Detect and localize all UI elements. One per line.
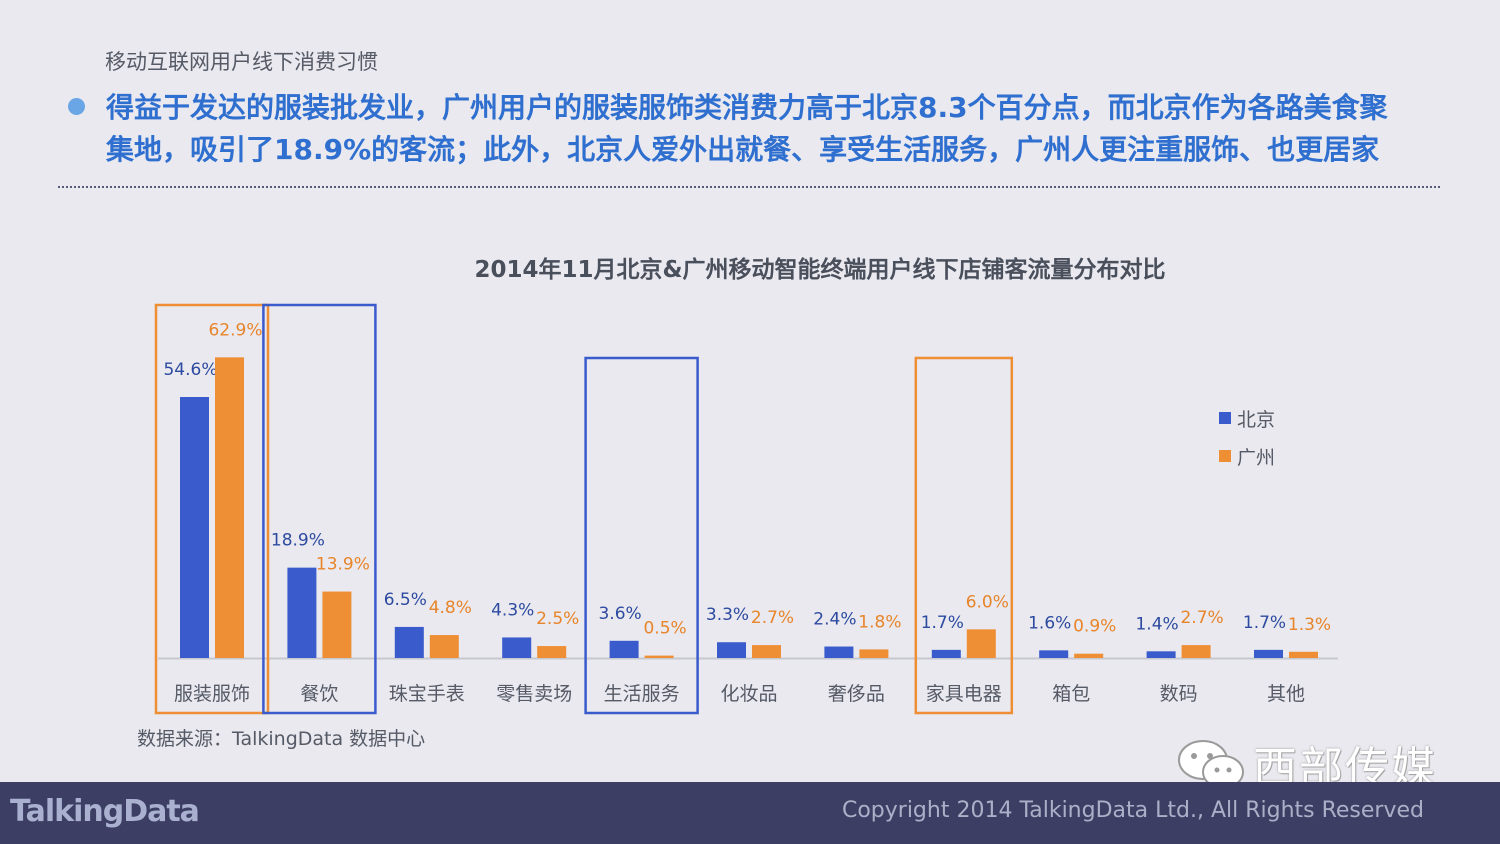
bar-beijing <box>180 397 209 658</box>
wechat-icon <box>1178 740 1244 789</box>
data-label: 1.8% <box>858 612 901 632</box>
category-label: 生活服务 <box>604 683 680 705</box>
highlight-box <box>262 303 377 715</box>
bar-guangzhou <box>322 591 352 658</box>
category-label: 奢侈品 <box>828 683 885 705</box>
highlight-box <box>914 356 1014 715</box>
data-label: 54.6% <box>163 360 217 380</box>
data-label: 1.4% <box>1135 614 1178 634</box>
bar-chart: 54.6% 62.9% 服装服饰 18.9% 13.9% 餐饮 6.5% 4.8% 珠宝手表 4.… <box>154 303 1338 715</box>
data-label: 2.4% <box>813 610 856 630</box>
headline-line-2: 集地，吸引了18.9%的客流；此外，北京人爱外出就餐、享受生活服务，广州人更注重… <box>106 133 1380 166</box>
data-label: 2.7% <box>1180 608 1223 628</box>
bar-beijing <box>717 642 746 658</box>
data-label: 1.7% <box>1243 613 1286 633</box>
footer-copyright: Copyright 2014 TalkingData Ltd., All Rig… <box>841 798 1424 823</box>
data-label: 3.3% <box>706 605 749 625</box>
chart-title: 2014年11月北京&广州移动智能终端用户线下店铺客流量分布对比 <box>474 257 1166 283</box>
footer: TalkingData Copyright 2014 TalkingData L… <box>0 782 1500 844</box>
data-label: 13.9% <box>316 555 370 575</box>
data-label: 4.3% <box>491 600 534 620</box>
bar-beijing <box>609 640 639 658</box>
section-label: 移动互联网用户线下消费习惯 <box>105 50 378 74</box>
data-label: 6.5% <box>384 590 427 610</box>
bar-beijing <box>1039 650 1069 658</box>
bar-beijing <box>502 637 532 658</box>
data-label: 6.0% <box>966 592 1009 612</box>
data-label: 2.7% <box>751 608 794 628</box>
legend-swatch <box>1219 450 1231 462</box>
data-label: 1.3% <box>1288 615 1331 635</box>
data-label: 62.9% <box>208 320 262 340</box>
bar-beijing <box>824 646 854 658</box>
bar-guangzhou <box>644 655 674 658</box>
footer-logo: TalkingData <box>10 794 200 829</box>
bar-beijing <box>1254 649 1283 658</box>
category-label: 服装服饰 <box>174 683 250 705</box>
legend-swatch <box>1219 412 1231 424</box>
category-label: 化妆品 <box>720 683 777 705</box>
bar-guangzhou <box>966 629 996 658</box>
category-label: 其他 <box>1267 683 1305 705</box>
category-label: 珠宝手表 <box>389 683 465 705</box>
bar-guangzhou <box>1289 651 1318 658</box>
highlight-box <box>154 303 270 715</box>
data-label: 2.5% <box>536 609 579 629</box>
category-label: 餐饮 <box>300 683 338 705</box>
bar-guangzhou <box>1074 653 1104 658</box>
legend-label: 北京 <box>1237 409 1275 431</box>
highlight-box <box>584 356 699 715</box>
headline: 得益于发达的服装批发业，广州用户的服装服饰类消费力高于北京8.3个百分点，而北京… <box>106 87 1446 171</box>
data-label: 4.8% <box>429 598 472 618</box>
bar-guangzhou <box>752 645 781 658</box>
data-label: 1.6% <box>1028 613 1071 633</box>
bar-guangzhou <box>859 649 889 658</box>
legend-label: 广州 <box>1237 447 1275 469</box>
headline-line-1: 得益于发达的服装批发业，广州用户的服装服饰类消费力高于北京8.3个百分点，而北京… <box>106 91 1388 124</box>
bar-guangzhou <box>537 646 567 658</box>
category-label: 家具电器 <box>926 683 1002 705</box>
data-source: 数据来源：TalkingData 数据中心 <box>137 728 426 750</box>
bar-beijing <box>931 649 961 658</box>
data-label: 0.5% <box>643 619 686 639</box>
category-label: 数码 <box>1160 683 1198 705</box>
bar-beijing <box>1146 651 1176 658</box>
category-label: 零售卖场 <box>496 683 572 705</box>
bar-guangzhou <box>429 635 459 658</box>
data-label: 18.9% <box>271 531 325 551</box>
category-label: 箱包 <box>1052 683 1090 705</box>
bar-beijing <box>394 626 424 658</box>
data-label: 3.6% <box>598 604 641 624</box>
dotted-divider <box>58 186 1440 188</box>
bullet-icon <box>68 98 85 115</box>
bar-beijing <box>287 567 317 658</box>
data-label: 1.7% <box>921 613 964 633</box>
bar-guangzhou <box>1181 645 1211 658</box>
data-label: 0.9% <box>1073 617 1116 637</box>
bar-guangzhou <box>215 357 244 658</box>
